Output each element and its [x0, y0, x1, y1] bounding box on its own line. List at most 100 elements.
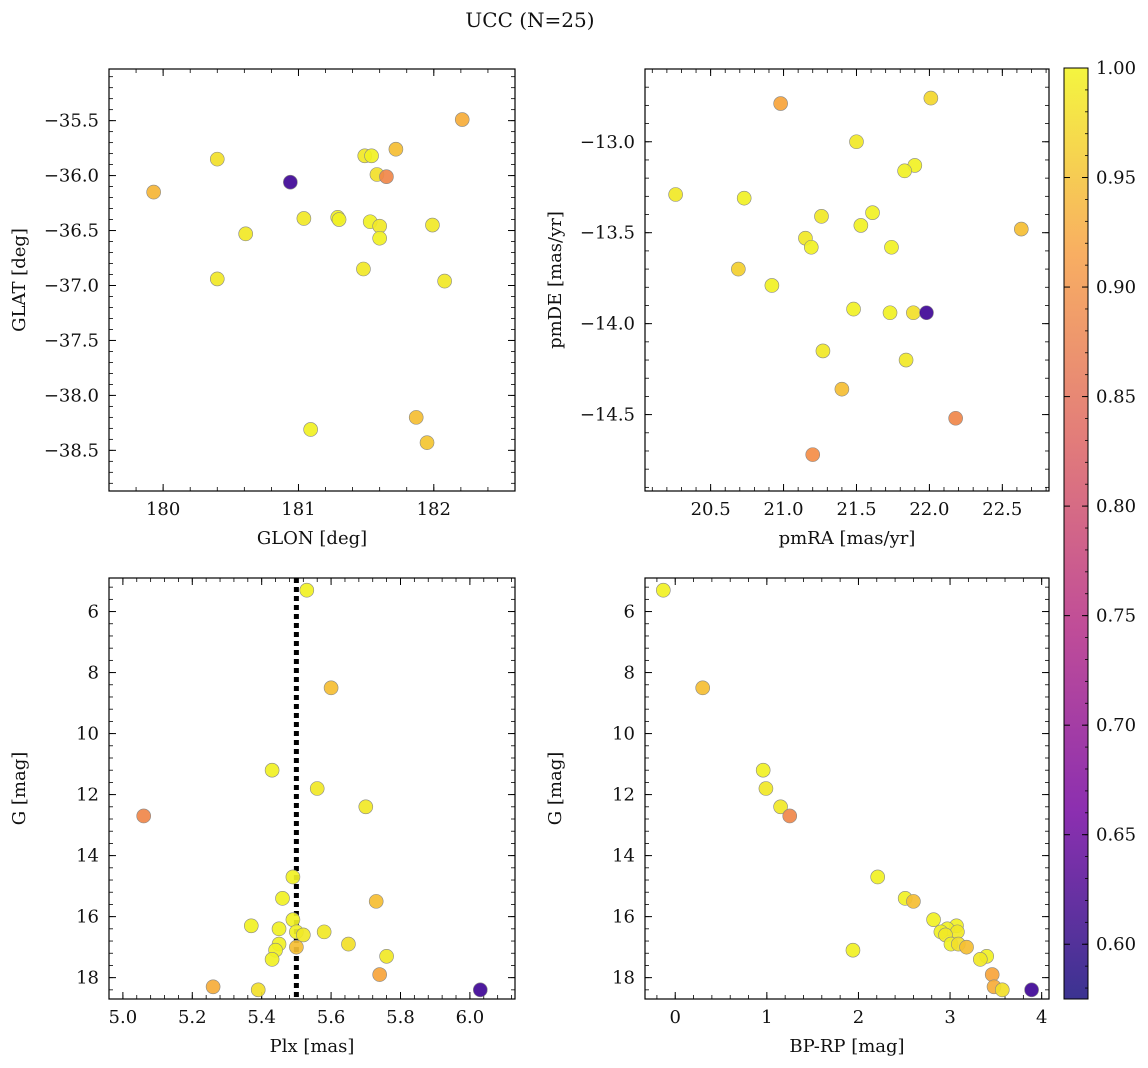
data-point — [668, 187, 683, 202]
data-point — [897, 163, 912, 179]
data-point — [209, 271, 225, 287]
data-point — [309, 781, 325, 796]
data-point — [408, 410, 424, 425]
y-tick-label: −14.5 — [580, 405, 635, 426]
y-tick-label: −38.0 — [44, 385, 99, 406]
data-point — [205, 979, 221, 995]
x-tick-label: 181 — [281, 499, 315, 520]
y-tick-label: 16 — [76, 907, 99, 928]
data-point — [803, 239, 819, 255]
data-point — [146, 184, 161, 200]
data-point — [209, 151, 225, 167]
y-tick-label: −36.0 — [44, 166, 99, 187]
y-tick-label: 16 — [612, 907, 635, 928]
plot-frame — [108, 577, 516, 1000]
data-point — [296, 927, 311, 943]
y-tick-label: 8 — [88, 663, 99, 684]
data-point — [271, 921, 287, 937]
x-tick-label: 182 — [417, 499, 451, 520]
x-tick-label: 22.5 — [982, 499, 1022, 520]
colorbar-tick-label: 0.95 — [1096, 168, 1136, 189]
data-point — [296, 211, 312, 226]
data-point — [926, 912, 941, 927]
data-point — [238, 226, 253, 242]
data-point — [731, 261, 746, 277]
data-point — [972, 952, 988, 967]
data-point — [1013, 221, 1029, 237]
data-point — [849, 134, 864, 150]
data-point — [656, 582, 671, 598]
colorbar: 0.60 0.65 0.70 0.75 0.80 0.85 0.90 0.95 1.00 — [1063, 58, 1136, 1000]
y-axis-label: G [mag] — [545, 752, 566, 825]
y-tick-label: −37.0 — [44, 275, 99, 296]
data-point — [356, 261, 371, 277]
x-axis-label: BP-RP [mag] — [789, 1036, 904, 1057]
y-tick-label: 14 — [76, 846, 99, 867]
y-tick-label: −38.5 — [44, 440, 99, 461]
x-tick-label: 5.0 — [109, 1007, 138, 1028]
data-point — [419, 435, 435, 450]
data-point — [870, 869, 885, 885]
data-point — [331, 212, 347, 227]
data-point — [299, 582, 315, 598]
data-point — [906, 894, 921, 909]
x-tick-label: 22.0 — [909, 499, 949, 520]
x-tick-label: 21.5 — [836, 499, 876, 520]
x-tick-label: 1 — [761, 1007, 772, 1028]
data-point — [364, 148, 379, 164]
data-point — [368, 894, 384, 909]
x-tick-label: 6.0 — [456, 1007, 485, 1028]
x-axis-label: pmRA [mas/yr] — [779, 528, 916, 549]
y-tick-label: −13.0 — [580, 132, 635, 153]
x-tick-label: 180 — [146, 499, 180, 520]
colorbar-gradient — [1063, 67, 1089, 1000]
colorbar-tick-label: 0.60 — [1096, 934, 1136, 955]
y-tick-label: 12 — [612, 785, 635, 806]
data-point — [755, 762, 771, 778]
data-point — [736, 190, 752, 206]
colorbar-tick-label: 0.70 — [1096, 715, 1136, 736]
y-tick-label: 18 — [76, 968, 99, 989]
x-tick-label: 5.6 — [317, 1007, 346, 1028]
data-point — [695, 680, 711, 696]
data-point — [250, 982, 266, 998]
data-point — [853, 218, 869, 233]
data-point — [379, 948, 394, 964]
y-tick-label: −14.0 — [580, 314, 635, 335]
data-point — [814, 209, 829, 224]
colorbar-tick-label: 0.75 — [1096, 606, 1136, 627]
y-tick-label: −36.5 — [44, 221, 99, 242]
data-point — [882, 305, 898, 321]
data-point — [275, 891, 290, 906]
data-point — [845, 942, 861, 958]
x-tick-label: 0 — [670, 1007, 681, 1028]
x-tick-label: 4 — [1036, 1007, 1047, 1028]
colorbar-tick-label: 0.85 — [1096, 387, 1136, 408]
data-point — [865, 205, 880, 220]
colorbar-tick-label: 0.90 — [1096, 277, 1136, 298]
data-point — [959, 939, 974, 955]
data-point — [379, 169, 394, 184]
y-axis-label: GLAT [deg] — [9, 228, 30, 332]
y-tick-label: 14 — [612, 846, 635, 867]
data-point — [372, 230, 387, 246]
x-tick-label: 5.4 — [247, 1007, 276, 1028]
data-point — [948, 410, 963, 426]
data-point — [372, 967, 387, 982]
data-point — [472, 982, 488, 998]
data-point — [834, 381, 850, 397]
x-axis-label: Plx [mas] — [270, 1036, 355, 1057]
x-tick-label: 2 — [853, 1007, 864, 1028]
data-point — [906, 305, 921, 321]
data-point — [358, 799, 374, 815]
data-point — [846, 301, 861, 317]
data-point — [264, 952, 280, 967]
data-point — [454, 112, 470, 127]
colorbar-tick-label: 0.65 — [1096, 825, 1136, 846]
plx-g-panel: 5.0 5.2 5.4 5.6 5.8 6.0 6 8 10 12 14 16 18 Plx [mas] G… — [9, 577, 516, 1057]
data-point — [303, 422, 318, 437]
y-tick-label: 12 — [76, 785, 99, 806]
figure-title: UCC (N=25) — [465, 8, 594, 32]
data-point — [243, 918, 259, 934]
